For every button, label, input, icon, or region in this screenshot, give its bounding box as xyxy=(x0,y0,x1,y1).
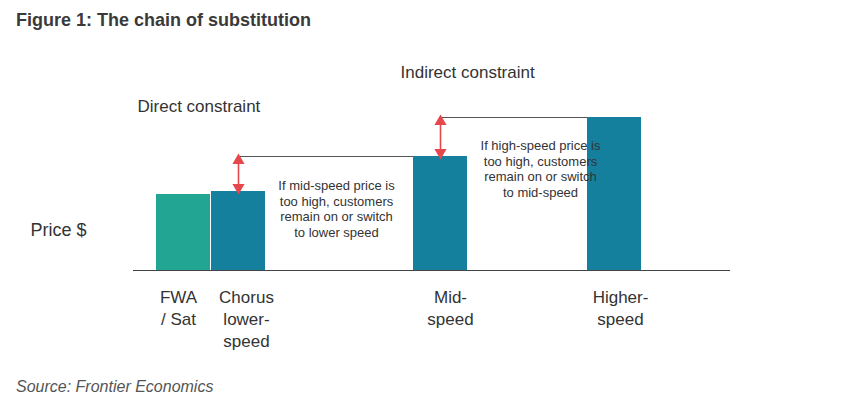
svg-text:If high-speed price istoo high: If high-speed price istoo high, customer… xyxy=(481,138,601,201)
svg-text:Mid-speed: Mid-speed xyxy=(427,288,473,329)
svg-text:If mid-speed price istoo high,: If mid-speed price istoo high, customers… xyxy=(278,178,395,241)
svg-text:Choruslower-speed: Choruslower-speed xyxy=(219,288,274,351)
svg-text:Direct constraint: Direct constraint xyxy=(138,97,261,116)
html-text:Source: Frontier Economics: Source: Frontier Economics xyxy=(16,378,214,395)
svg-text:FWA/ Sat: FWA/ Sat xyxy=(160,288,198,329)
svg-text:Price $: Price $ xyxy=(31,220,87,240)
svg-text:Indirect constraint: Indirect constraint xyxy=(401,63,535,82)
svg-text:Higher-speed: Higher-speed xyxy=(593,288,649,329)
html-text:Figure 1: The chain of substit: Figure 1: The chain of substitution xyxy=(16,10,311,30)
